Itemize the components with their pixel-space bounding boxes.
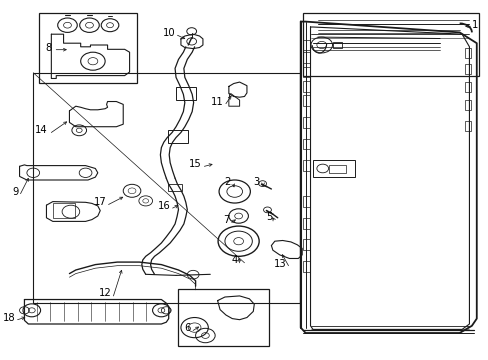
Bar [464,48,470,58]
Bar [33,73,299,303]
Bar [302,160,309,171]
Bar [302,81,309,92]
Bar [302,40,309,50]
Bar [39,13,137,83]
Bar [302,95,309,106]
Bar [178,289,268,346]
Text: 17: 17 [94,197,106,207]
Bar [302,239,309,250]
Text: 14: 14 [35,125,48,135]
Bar [464,82,470,92]
Bar [168,184,182,191]
Text: 9: 9 [12,186,19,197]
Text: 13: 13 [273,258,285,269]
Bar [302,261,309,272]
Text: 4: 4 [231,255,238,265]
Text: 5: 5 [265,212,272,222]
Text: 2: 2 [224,177,230,187]
Bar [302,139,309,149]
Bar [302,196,309,207]
Text: 10: 10 [162,28,175,38]
Bar [464,64,470,74]
Text: 3: 3 [252,177,259,187]
Text: 11: 11 [210,96,223,107]
Bar [303,13,478,76]
Bar [328,165,345,173]
Text: 15: 15 [189,159,202,169]
Bar [176,87,195,100]
Text: 18: 18 [3,312,16,323]
Text: 12: 12 [99,288,111,298]
Bar [302,117,309,128]
Text: 8: 8 [45,42,51,53]
Bar [312,160,354,177]
Bar [302,52,309,63]
Text: 16: 16 [157,201,170,211]
Text: 6: 6 [184,323,190,333]
Bar [53,203,75,218]
Bar [464,100,470,110]
Text: 1: 1 [471,20,477,30]
Bar [168,130,187,143]
Bar [333,42,342,48]
Bar [302,218,309,229]
Bar [464,121,470,131]
Bar [302,67,309,77]
Text: 7: 7 [223,215,229,225]
